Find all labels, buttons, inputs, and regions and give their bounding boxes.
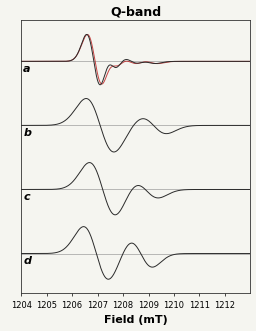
- Text: a: a: [23, 64, 31, 74]
- X-axis label: Field (mT): Field (mT): [104, 315, 168, 325]
- Text: d: d: [23, 256, 31, 266]
- Title: Q-band: Q-band: [110, 6, 161, 19]
- Text: b: b: [23, 128, 31, 138]
- Text: c: c: [23, 192, 30, 202]
